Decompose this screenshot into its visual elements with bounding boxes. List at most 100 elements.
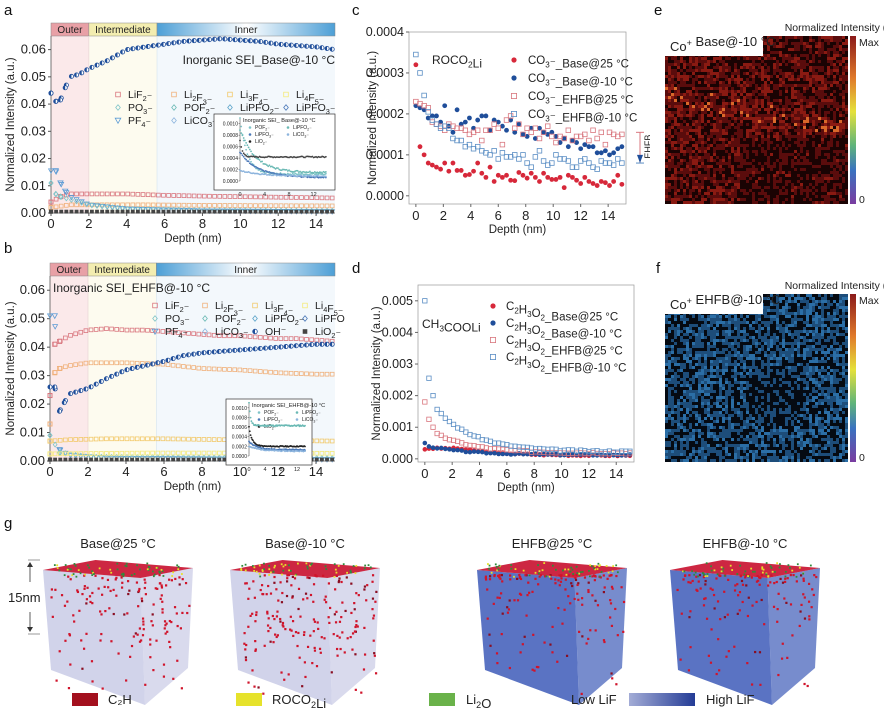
heatmap-pixel: [674, 93, 677, 96]
inset-data-point: [246, 153, 249, 156]
heatmap-pixel: [809, 84, 812, 87]
heatmap-pixel: [698, 159, 701, 162]
data-point: [263, 194, 269, 200]
data-point: [252, 328, 258, 335]
data-point: [491, 148, 497, 154]
data-point: [511, 75, 517, 81]
data-point: [93, 451, 99, 456]
heatmap-pixel: [764, 81, 767, 84]
heatmap-pixel: [737, 198, 740, 201]
heatmap-pixel: [731, 171, 734, 174]
heatmap-pixel: [815, 174, 818, 177]
heatmap-pixel: [758, 144, 761, 147]
heatmap-pixel: [731, 138, 734, 141]
heatmap-pixel: [665, 183, 668, 186]
heatmap-pixel: [791, 57, 794, 60]
heatmap-pixel: [749, 345, 752, 348]
heatmap-pixel: [737, 99, 740, 102]
data-point: [47, 451, 53, 457]
data-point: [434, 406, 440, 413]
heatmap-pixel: [836, 162, 839, 165]
heatmap-pixel: [803, 168, 806, 171]
heatmap-pixel: [683, 132, 686, 135]
heatmap-pixel: [704, 321, 707, 324]
inset-series: [239, 139, 327, 159]
heatmap-pixel: [779, 54, 782, 57]
heatmap-pixel: [755, 96, 758, 99]
heatmap-pixel: [842, 198, 845, 201]
heatmap-pixel: [665, 69, 668, 72]
data-point: [152, 315, 158, 322]
heatmap-pixel: [743, 189, 746, 192]
heatmap-pixel: [812, 72, 815, 75]
heatmap-pixel: [821, 189, 824, 192]
heatmap-pixel: [716, 162, 719, 165]
heatmap-pixel: [845, 168, 848, 171]
heatmap-pixel: [689, 159, 692, 162]
inset-legend-label: LiPFO2⁻: [302, 410, 321, 418]
heatmap-pixel: [734, 192, 737, 195]
heatmap-pixel: [707, 108, 710, 111]
heatmap-pixel: [827, 51, 830, 54]
heatmap-pixel: [701, 198, 704, 201]
heatmap-pixel: [671, 177, 674, 180]
data-point: [109, 451, 114, 456]
heatmap-pixel: [680, 126, 683, 129]
heatmap-pixel: [719, 111, 722, 114]
heatmap-pixel: [800, 63, 803, 66]
data-point: [140, 436, 145, 442]
heatmap-pixel: [755, 72, 758, 75]
heatmap-pixel: [788, 297, 791, 300]
heatmap-pixel: [842, 126, 845, 129]
heatmap-pixel: [725, 138, 728, 141]
heatmap-pixel: [752, 183, 755, 186]
heatmap-pixel: [701, 144, 704, 147]
heatmap-pixel: [686, 333, 689, 336]
heatmap-pixel: [758, 87, 761, 90]
heatmap-pixel: [827, 99, 830, 102]
data-point: [206, 37, 212, 43]
heatmap-pixel: [674, 195, 677, 198]
heatmap-pixel: [680, 60, 683, 63]
heatmap-pixel: [737, 78, 740, 81]
data-point: [88, 436, 94, 442]
heatmap-pixel: [764, 195, 767, 198]
data-point: [227, 348, 233, 354]
heatmap-pixel: [725, 150, 728, 153]
heatmap-pixel: [665, 195, 668, 198]
heatmap-pixel: [725, 111, 728, 114]
heatmap-pixel: [827, 153, 830, 156]
heatmap-pixel: [749, 129, 752, 132]
heatmap-pixel: [818, 201, 821, 204]
inset-legend-label: LiCO3⁻: [293, 132, 309, 140]
heatmap-pixel: [728, 345, 731, 348]
heatmap-pixel: [704, 78, 707, 81]
heatmap-pixel: [812, 117, 815, 120]
data-point: [537, 452, 542, 458]
heatmap-pixel: [725, 132, 728, 135]
heatmap-pixel: [815, 300, 818, 303]
heatmap-pixel: [740, 144, 743, 147]
data-point: [438, 445, 444, 451]
heatmap-pixel: [845, 165, 848, 168]
heatmap-pixel: [710, 93, 713, 96]
data-point: [63, 364, 68, 370]
heatmap-pixel: [803, 72, 806, 75]
data-point: [196, 437, 202, 442]
data-point: [293, 343, 299, 349]
data-point: [99, 326, 104, 332]
heatmap-pixel: [761, 114, 764, 117]
data-point: [191, 331, 196, 337]
heatmap-pixel: [794, 102, 797, 105]
heatmap-pixel: [692, 87, 695, 90]
heatmap-pixel: [812, 300, 815, 303]
heatmap-pixel: [797, 162, 800, 165]
heatmap-pixel: [743, 117, 746, 120]
heatmap-pixel: [812, 330, 815, 333]
data-point: [186, 38, 192, 44]
heatmap-pixel: [704, 153, 707, 156]
heatmap-pixel: [764, 72, 767, 75]
heatmap-pixel: [743, 174, 746, 177]
heatmap-pixel: [701, 63, 704, 66]
heatmap-pixel: [767, 126, 770, 129]
